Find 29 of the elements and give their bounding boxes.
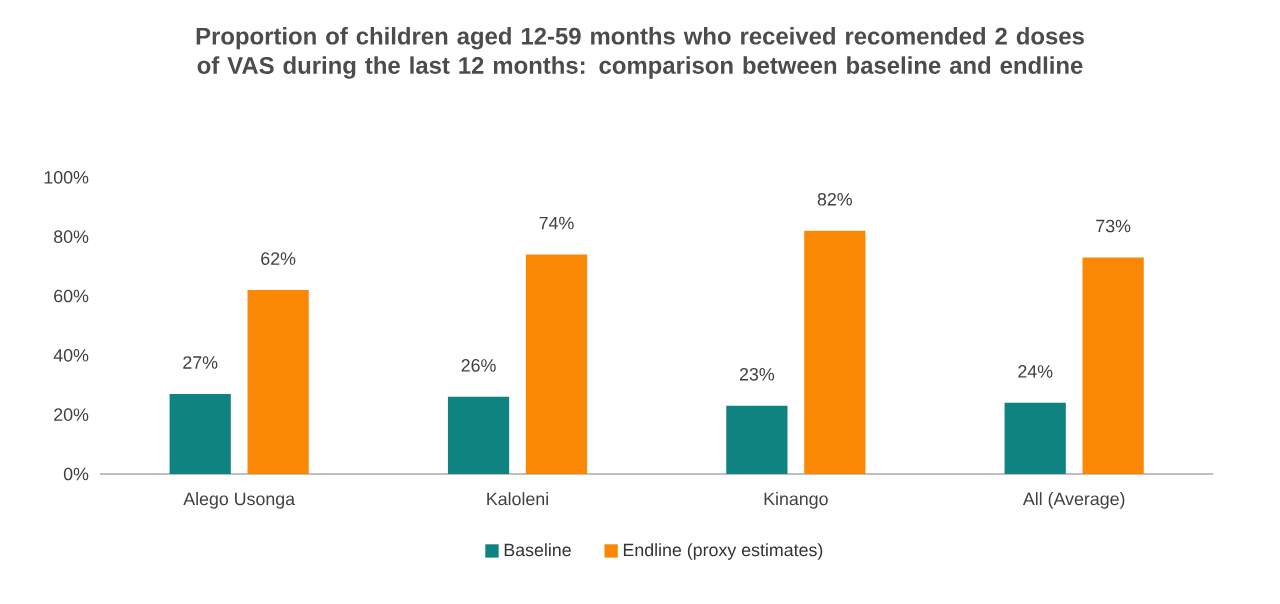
x-tick-label: Alego Usonga xyxy=(183,492,296,509)
chart-title: Proportion of children aged 12-59 months who received recomended 2 doses of VAS during the last 12 months: comparison between baseline and endline xyxy=(196,27,1084,79)
y-tick-label: 0% xyxy=(63,467,89,481)
y-tick-label: 80% xyxy=(54,230,89,243)
bar xyxy=(169,393,231,474)
bar xyxy=(804,230,866,474)
data-label: 27% xyxy=(183,356,218,369)
y-tick-label: 40% xyxy=(53,349,89,362)
y-tick-label: 100% xyxy=(44,171,89,184)
legend-label: Endline (proxy estimates) xyxy=(623,543,823,560)
data-label: 73% xyxy=(1096,219,1131,233)
bar xyxy=(1004,402,1066,474)
bar xyxy=(447,396,510,474)
x-tick-label: Kaloleni xyxy=(487,492,548,506)
bar xyxy=(726,405,788,474)
y-tick-label: 20% xyxy=(54,408,89,421)
data-label: 24% xyxy=(1018,365,1053,378)
data-label: 82% xyxy=(817,192,852,206)
data-label: 62% xyxy=(261,252,296,265)
bar xyxy=(1082,257,1144,474)
bar xyxy=(525,254,588,474)
data-label: 74% xyxy=(539,216,574,230)
data-label: 23% xyxy=(739,367,775,381)
y-tick-label: 60% xyxy=(54,289,89,303)
x-tick-label: Kinango xyxy=(764,492,828,509)
legend-label: Baseline xyxy=(504,543,571,557)
data-label: 26% xyxy=(461,359,496,372)
x-tick-label: All (Average) xyxy=(1022,492,1125,509)
bar xyxy=(247,290,309,474)
